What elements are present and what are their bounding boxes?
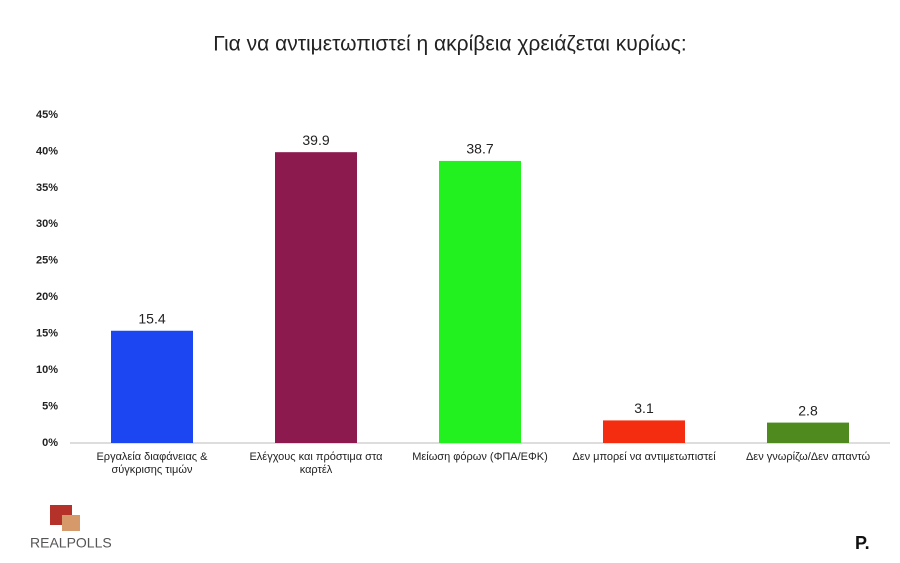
y-tick-label: 5% (42, 400, 58, 412)
y-tick-label: 45% (36, 109, 58, 121)
y-tick-label: 35% (36, 182, 58, 194)
x-tick-label: Δεν μπορεί να αντιμετωπιστεί (572, 451, 716, 463)
chart-title: Για να αντιμετωπιστεί η ακρίβεια χρειάζε… (213, 33, 686, 56)
value-label: 2.8 (798, 402, 818, 418)
value-label: 3.1 (634, 400, 654, 416)
y-tick-label: 40% (36, 145, 58, 157)
y-tick-label: 20% (36, 291, 58, 303)
value-label: 39.9 (302, 132, 329, 148)
logo: REALPOLLS (30, 535, 112, 551)
bar (111, 330, 193, 443)
logo-icon (62, 515, 80, 531)
value-label: 38.7 (466, 141, 493, 157)
x-tick-label: Μείωση φόρων (ΦΠΑ/ΕΦΚ) (412, 451, 548, 463)
x-tick-label: Ελέγχους και πρόστιμα στα καρτέλ (249, 451, 383, 476)
brand: P. (855, 533, 870, 553)
y-tick-label: 10% (36, 364, 58, 376)
bar (275, 152, 357, 443)
y-tick-label: 30% (36, 218, 58, 230)
y-tick-label: 0% (42, 437, 58, 449)
x-tick-label: Δεν γνωρίζω/Δεν απαντώ (745, 451, 871, 463)
value-label: 15.4 (138, 310, 165, 326)
y-tick-label: 15% (36, 328, 58, 340)
x-tick-label: Εργαλεία διαφάνειας & σύγκρισης τιμών (96, 451, 208, 476)
bar (603, 420, 685, 443)
bar (767, 422, 849, 443)
bar (439, 160, 521, 444)
y-tick-label: 25% (36, 255, 58, 267)
